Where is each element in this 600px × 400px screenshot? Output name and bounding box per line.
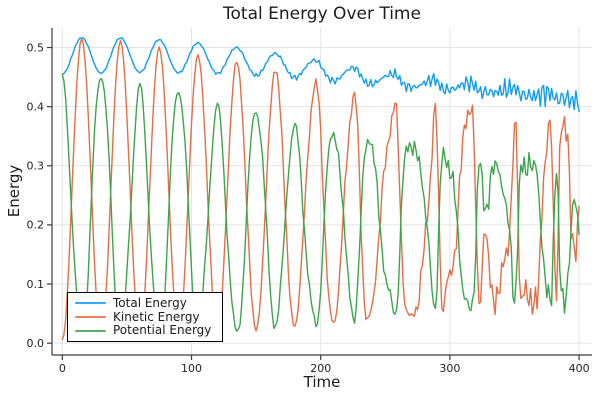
- x-tick-label: 200: [310, 362, 331, 375]
- chart-title: Total Energy Over Time: [223, 4, 421, 24]
- x-tick-label: 100: [181, 362, 202, 375]
- legend-line-total-energy: [75, 302, 106, 305]
- legend-label-kinetic-energy: Kinetic Energy: [113, 309, 200, 324]
- series-total-energy: [61, 37, 580, 113]
- y-tick-label: 0.1: [27, 278, 45, 291]
- series-potential-energy: [61, 73, 580, 340]
- y-tick-label: 0.5: [27, 41, 45, 54]
- legend-label-total-energy: Total Energy: [113, 295, 187, 310]
- y-tick-label: 0.2: [27, 219, 45, 232]
- legend-line-kinetic-energy: [75, 316, 106, 318]
- x-tick-label: 0: [59, 362, 66, 375]
- legend-entry-kinetic: Kinetic Energy: [75, 309, 222, 324]
- y-tick-label: 0.3: [27, 160, 45, 173]
- legend-line-potential-energy: [75, 329, 106, 332]
- legend-entry-potential: Potential Energy: [75, 324, 222, 337]
- legend-label-potential-energy: Potential Energy: [113, 323, 212, 338]
- y-tick-label: 0.0: [27, 337, 45, 350]
- x-axis-label: Time: [303, 373, 341, 391]
- legend-entry-total: Total Energy: [75, 295, 222, 310]
- y-tick-label: 0.4: [27, 100, 45, 113]
- x-tick-label: 400: [569, 362, 590, 375]
- legend: Total Energy Kinetic Energy Potential En…: [67, 292, 223, 342]
- x-tick-label: 300: [439, 362, 460, 375]
